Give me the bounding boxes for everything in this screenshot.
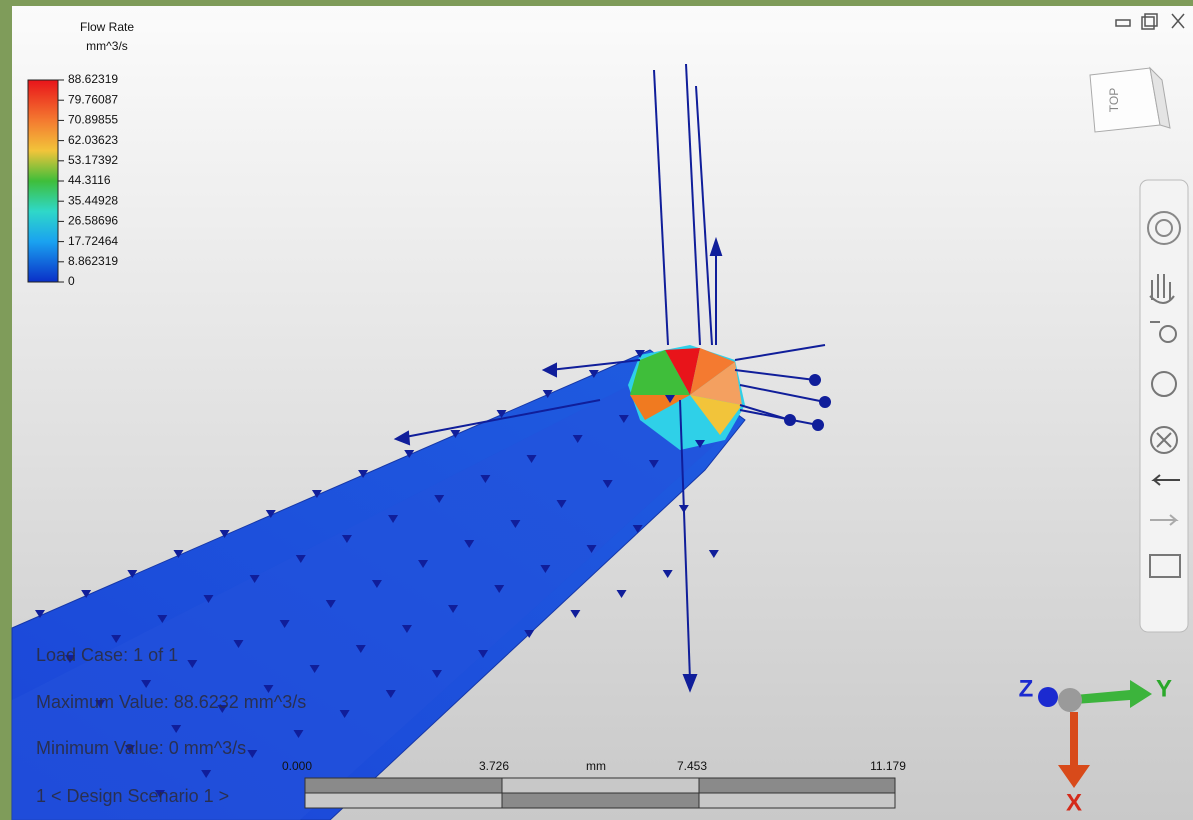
legend-label: 70.89855 [68, 113, 118, 127]
view-cube-face: TOP [1107, 88, 1121, 112]
legend-labels: 88.62319 79.76087 70.89855 62.03623 53.17392… [58, 72, 118, 288]
legend-title: Flow Rate [80, 20, 134, 34]
scale-label: 3.726 [479, 759, 509, 773]
scale-label: 7.453 [677, 759, 707, 773]
legend-label: 35.44928 [68, 193, 118, 207]
legend-colorbar [28, 80, 58, 282]
view-cube[interactable]: TOP [1090, 68, 1170, 132]
axis-x-label: X [1066, 789, 1082, 816]
navigation-bar[interactable] [1140, 180, 1188, 632]
maximum-value: Maximum Value: 88.6232 mm^3/s [36, 692, 306, 712]
axis-z-label: Z [1019, 675, 1034, 702]
scale-label: 0.000 [282, 759, 312, 773]
legend-label: 0 [68, 274, 75, 288]
legend-label: 8.862319 [68, 254, 118, 268]
legend-label: 26.58696 [68, 214, 118, 228]
axis-y-label: Y [1156, 675, 1172, 702]
scale-unit: mm [586, 759, 606, 773]
legend-label: 44.3116 [68, 173, 111, 187]
legend-label: 17.72464 [68, 234, 118, 248]
minimum-value: Minimum Value: 0 mm^3/s [36, 738, 246, 758]
page: {"legend": {"title": "Flow Rate", "unit"… [0, 0, 1193, 820]
legend-label: 62.03623 [68, 133, 118, 147]
scale-label: 11.179 [870, 759, 906, 773]
legend-label: 88.62319 [68, 72, 118, 86]
legend-label: 53.17392 [68, 153, 118, 167]
legend-label: 79.76087 [68, 92, 118, 106]
scale-bar [305, 778, 895, 808]
legend-unit: mm^3/s [86, 39, 128, 53]
viewport: Flow Rate mm^3/s 88.62319 79.76087 70.8985… [0, 0, 1193, 820]
design-scenario[interactable]: 1 < Design Scenario 1 > [36, 786, 229, 806]
load-case: Load Case: 1 of 1 [36, 645, 178, 665]
